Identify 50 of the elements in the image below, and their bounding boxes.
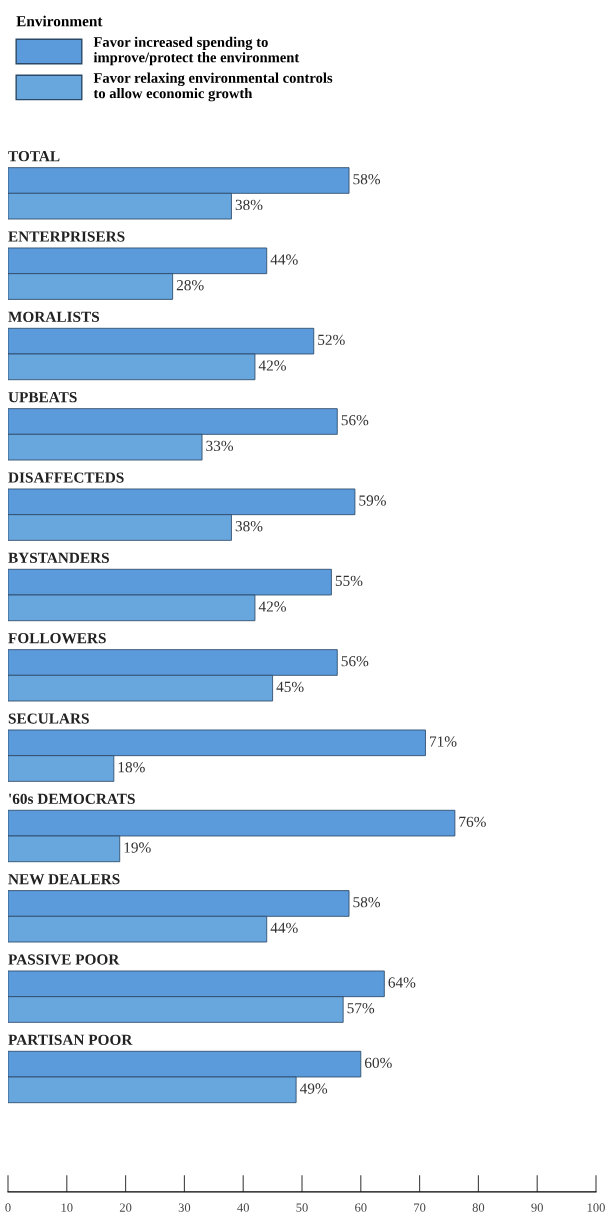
y-tick-label: PASSIVE POOR [8, 954, 120, 965]
legend-label: Favor increased spending to improve/protect the environment [93, 36, 300, 66]
legend-label: Favor relaxing environmental controls to allow economic growth [93, 72, 333, 102]
data-label: 60% [364, 1057, 392, 1069]
x-tick-label: 60 [355, 1203, 367, 1212]
y-tick-label: PARTISAN POOR [8, 1034, 133, 1045]
data-label: 45% [276, 681, 304, 693]
data-label: 64% [388, 977, 416, 988]
data-label: 56% [341, 415, 369, 426]
data-label: 44% [270, 254, 298, 265]
y-tick-label: '60s DEMOCRATS [9, 793, 135, 804]
x-tick-label: 50 [296, 1203, 308, 1212]
y-tick-label: NEW DEALERS [8, 874, 120, 885]
y-tick-label: FOLLOWERS [8, 633, 106, 644]
y-tick-label: DISAFFECTEDS [8, 472, 124, 483]
x-tick-label: 30 [178, 1203, 191, 1212]
y-tick-label: ENTERPRISERS [8, 231, 125, 242]
x-tick-label: 40 [237, 1203, 249, 1212]
data-label: 18% [118, 762, 145, 773]
data-label: 58% [353, 896, 381, 908]
data-label: 76% [459, 816, 486, 828]
data-label: 44% [270, 922, 298, 934]
x-tick-label: 10 [61, 1203, 73, 1212]
x-tick-label: 70 [414, 1203, 426, 1212]
data-label: 59% [359, 495, 386, 506]
legend-title: Environment [16, 15, 103, 27]
y-tick-label: BYSTANDERS [8, 552, 109, 563]
data-label: 71% [430, 736, 457, 747]
x-tick-label: 80 [472, 1203, 485, 1212]
data-label: 19% [124, 842, 151, 853]
x-tick-label: 0 [5, 1203, 11, 1212]
data-label: 57% [347, 1003, 375, 1014]
data-label: 55% [335, 575, 363, 587]
x-tick-label: 20 [119, 1203, 132, 1212]
data-label: 28% [176, 280, 204, 291]
data-label: 38% [235, 521, 263, 532]
data-label: 42% [258, 360, 286, 371]
x-tick-label: 100 [587, 1203, 605, 1212]
data-label: 58% [353, 174, 381, 185]
data-label: 56% [341, 655, 369, 667]
y-tick-label: UPBEATS [8, 392, 77, 403]
x-tick-label: 90 [531, 1203, 543, 1212]
data-label: 42% [258, 601, 286, 612]
data-label: 52% [318, 334, 345, 346]
data-label: 49% [299, 1083, 328, 1094]
data-label: 38% [235, 199, 263, 211]
y-tick-label: MORALISTS [8, 311, 100, 322]
data-label: 33% [206, 440, 234, 452]
y-tick-label: TOTAL [8, 151, 60, 162]
y-tick-label: SECULARS [8, 713, 89, 724]
